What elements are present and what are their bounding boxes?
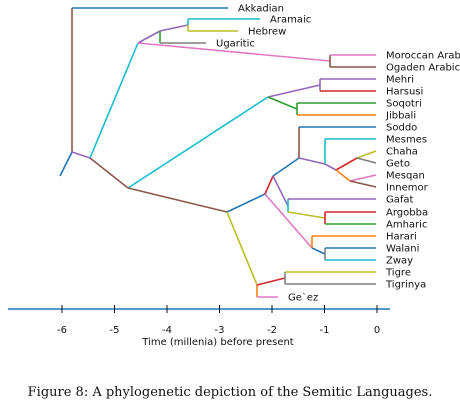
leaf-label-geto: Geto — [386, 159, 410, 170]
axis-tick-label: -3 — [215, 325, 225, 336]
amharic-argobba-stem — [287, 211, 326, 219]
leaf-label-harari: Harari — [386, 232, 417, 243]
axis-tick-label: 0 — [374, 325, 380, 336]
root-stem — [59, 151, 73, 177]
leaf-label-aramaic: Aramaic — [270, 15, 311, 26]
leaf-branch-innemor — [349, 180, 377, 188]
leaf-label-amharic: Amharic — [386, 220, 427, 231]
axis-tick-label: -2 — [267, 325, 277, 336]
axis-tick-label: -5 — [110, 325, 120, 336]
leaf-label-akkadian: Akkadian — [238, 4, 284, 15]
leaf-label-innemor: Innemor — [386, 183, 429, 194]
msa-stem-1 — [267, 84, 321, 98]
time-axis: -6 -5 -4 -3 -2 -1 0 Time (millenia) before pre… — [8, 305, 390, 348]
leaf-label-zway: Zway — [386, 256, 413, 267]
tree-branches — [59, 7, 377, 298]
leaf-branch-geto — [356, 157, 377, 164]
leaf-label-tigrinya: Tigrinya — [385, 280, 426, 291]
tigre-tigrinya-stem — [256, 277, 286, 286]
msa-stem-2 — [267, 96, 298, 110]
leaf-label-ugaritic: Ugaritic — [216, 39, 255, 50]
axis-tick-label: -4 — [162, 325, 172, 336]
leaf-label-harsusi: Harsusi — [386, 87, 423, 98]
gurage-inner-b — [324, 163, 337, 171]
north-ethiopic-stem — [226, 211, 258, 286]
leaf-label-soqotri: Soqotri — [386, 99, 422, 110]
leaf-label-gafat: Gafat — [386, 195, 414, 206]
leaf-label-hebrew: Hebrew — [248, 27, 286, 38]
axis-ticks: -6 -5 -4 -3 -2 -1 0 — [57, 305, 380, 336]
leaf-label-mesqan: Mesqan — [386, 171, 425, 182]
leaf-label-jibbali: Jibbali — [385, 111, 416, 122]
walani-zway-stem — [311, 247, 326, 255]
chaha-geto-stem — [335, 157, 358, 171]
leaf-label-mesmes: Mesmes — [386, 135, 427, 146]
south-arabian-stem — [127, 96, 269, 189]
axis-title: Time (millenia) before present — [141, 337, 294, 348]
ethio-south-stem — [226, 193, 266, 213]
axis-tick-label: -6 — [57, 325, 67, 336]
leaf-label-argobba: Argobba — [386, 208, 428, 219]
canaan-stem — [137, 30, 161, 44]
south-semitic-stem — [89, 157, 129, 189]
transversal-stem — [272, 175, 289, 207]
northwest-stem — [89, 42, 139, 159]
mesqan-innemor-stem — [335, 169, 351, 182]
axis-tick-label: -1 — [320, 325, 330, 336]
leaf-label-tigre: Tigre — [385, 268, 411, 279]
gurage-stem-b — [272, 157, 300, 177]
outer-south-stem — [264, 193, 313, 249]
leaf-branch-chaha — [356, 150, 377, 159]
gurage-inner-a — [298, 157, 326, 165]
leaf-label-geez: Ge`ez — [288, 292, 318, 304]
leaf-label-ogaden-arabic: Ogaden Arabic — [386, 63, 460, 74]
ethiopic-stem — [127, 187, 228, 213]
arabic-stem — [137, 42, 331, 62]
leaf-label-moroccan-arab: Moroccan Arab — [386, 51, 460, 62]
leaf-label-soddo: Soddo — [386, 123, 417, 134]
aram-heb-stem — [159, 24, 189, 32]
west-semitic-stem — [71, 151, 91, 159]
leaf-branch-mesqan — [349, 174, 377, 182]
leaf-label-mehri: Mehri — [386, 75, 414, 86]
leaf-label-walani: Walani — [386, 244, 419, 255]
leaf-label-chaha: Chaha — [386, 147, 418, 158]
figure-caption: Figure 8: A phylogenetic depiction of th… — [27, 385, 433, 400]
gurage-stem-a — [264, 175, 274, 195]
